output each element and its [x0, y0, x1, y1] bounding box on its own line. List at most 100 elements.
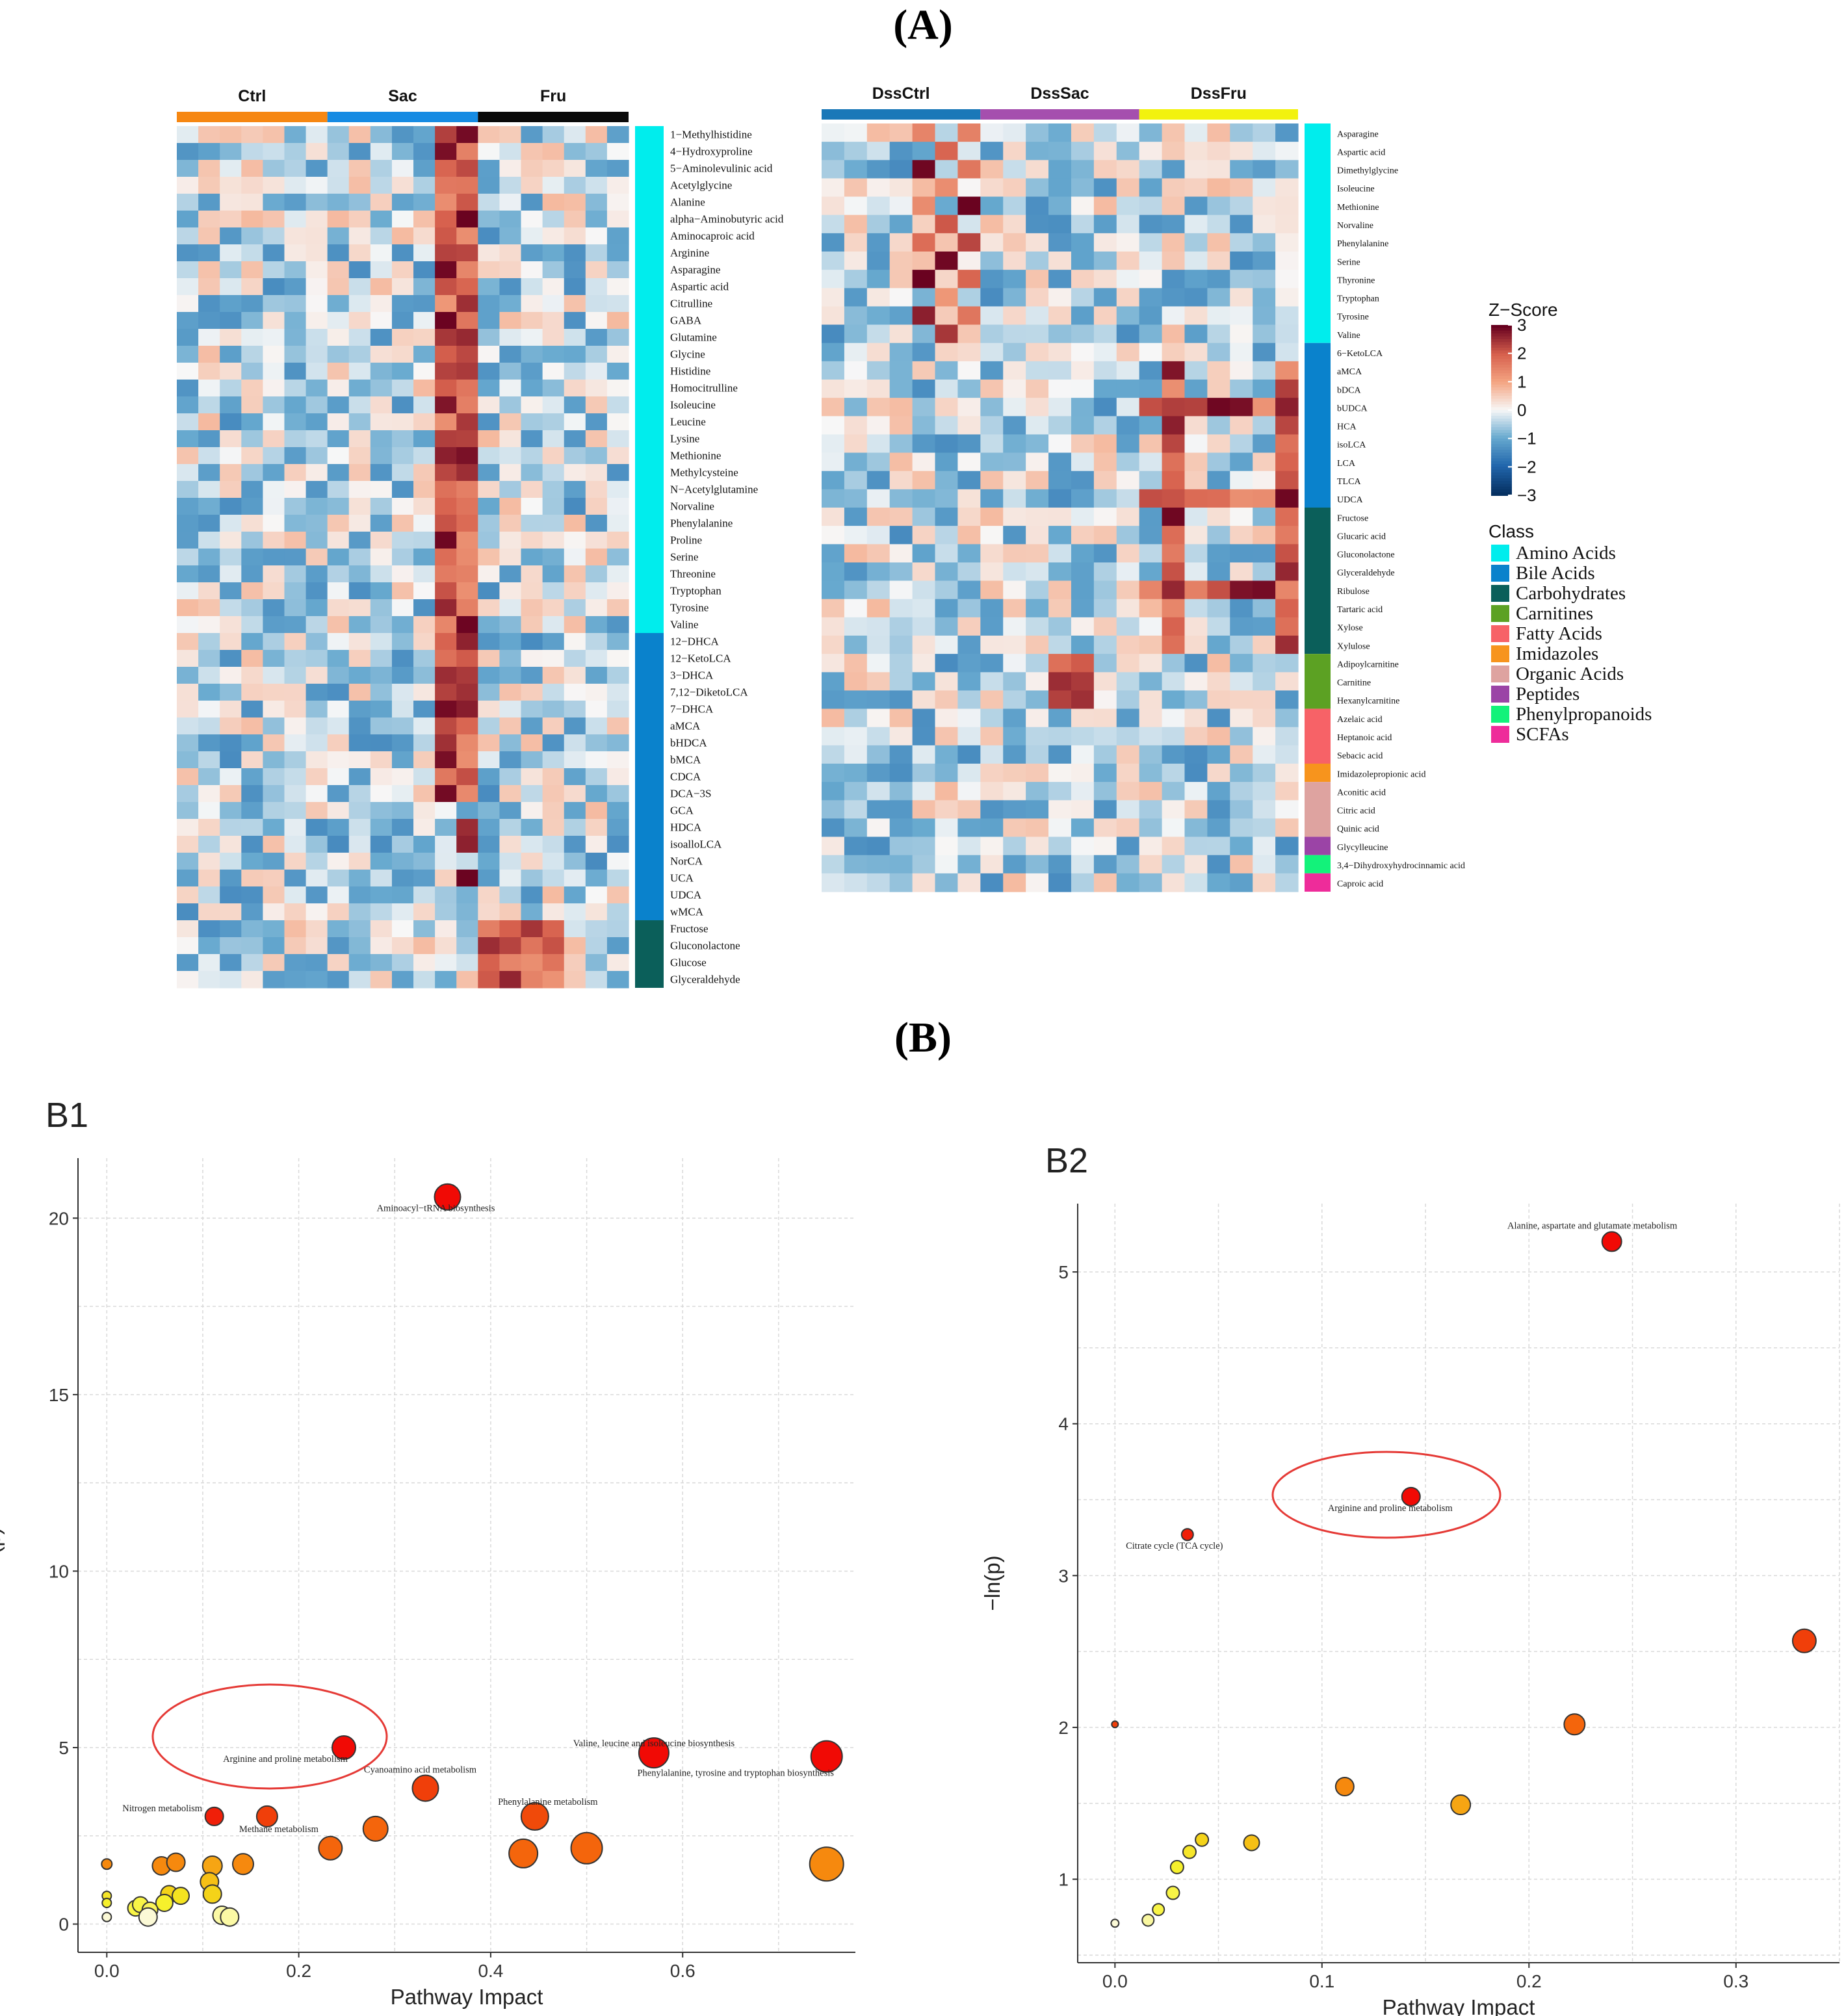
- heatmap-cell: [456, 667, 478, 684]
- heatmap-cell: [912, 599, 936, 618]
- heatmap-cell: [957, 764, 981, 782]
- heatmap-cell: [585, 498, 608, 515]
- heatmap-cell: [263, 160, 285, 177]
- heatmap-cell: [1230, 617, 1253, 636]
- heatmap-cell: [241, 971, 263, 989]
- heatmap-cell: [866, 855, 890, 874]
- heatmap-cell: [564, 802, 586, 820]
- heatmap-cell: [306, 481, 328, 498]
- heatmap-cell: [198, 211, 220, 228]
- heatmap-cell: [220, 126, 242, 144]
- heatmap-cell: [391, 768, 414, 786]
- heatmap-cell: [391, 498, 414, 515]
- heatmap-cell: [1139, 562, 1163, 582]
- class-legend-label: Fatty Acids: [1516, 623, 1602, 644]
- heatmap-cell: [1003, 836, 1026, 856]
- heatmap-cell: [844, 708, 868, 728]
- heatmap-cell: [935, 342, 959, 362]
- heatmap-cell: [177, 667, 199, 684]
- heatmap-cell: [306, 853, 328, 870]
- heatmap-left: Ctrl Sac Fru1−Methylhistidine4−Hydroxyprol…: [177, 87, 784, 989]
- heatmap-cell: [1230, 544, 1253, 563]
- heatmap-cell: [912, 526, 936, 545]
- heatmap-cell: [957, 873, 981, 892]
- heatmap-cell: [1003, 690, 1026, 710]
- heatmap-cell: [177, 565, 199, 583]
- heatmap-cell: [284, 447, 307, 465]
- heatmap-cell: [1071, 782, 1095, 801]
- heatmap-cell: [1207, 416, 1230, 435]
- heatmap-cell: [177, 819, 199, 836]
- colorbar-segment: [1491, 342, 1512, 346]
- heatmap-cell: [889, 233, 913, 252]
- heatmap-cell: [844, 580, 868, 600]
- heatmap-cell: [822, 178, 845, 198]
- heatmap-cell: [912, 544, 936, 563]
- heatmap-cell: [241, 717, 263, 735]
- heatmap-cell: [564, 599, 586, 617]
- class-legend-swatch: [1491, 706, 1509, 723]
- heatmap-cell: [980, 580, 1004, 600]
- y-tick-label: 2: [1058, 1718, 1069, 1738]
- heatmap-cell: [220, 616, 242, 634]
- heatmap-cell: [306, 532, 328, 549]
- heatmap-cell: [327, 346, 350, 363]
- heatmap-cell: [866, 836, 890, 856]
- heatmap-cell: [391, 870, 414, 887]
- heatmap-cell: [957, 782, 981, 801]
- heatmap-cell: [198, 616, 220, 634]
- heatmap-cell: [822, 434, 845, 454]
- heatmap-cell: [606, 667, 629, 684]
- heatmap-cell: [177, 413, 199, 431]
- heatmap-cell: [1275, 836, 1299, 856]
- heatmap-cell: [220, 751, 242, 769]
- heatmap-cell: [866, 489, 890, 508]
- heatmap-cell: [564, 937, 586, 955]
- heatmap-cell: [177, 126, 199, 144]
- heatmap-cell: [1184, 617, 1208, 636]
- heatmap-cell: [177, 515, 199, 532]
- class-legend-swatch: [1491, 585, 1509, 602]
- heatmap-cell: [1184, 270, 1208, 289]
- heatmap-cell: [1116, 873, 1140, 892]
- data-point: [1334, 1777, 1355, 1797]
- heatmap-cell: [1026, 636, 1049, 654]
- class-legend-label: Imidazoles: [1516, 643, 1598, 664]
- heatmap-cell: [1253, 398, 1276, 417]
- class-legend-swatch: [1491, 666, 1509, 682]
- heatmap-cell: [606, 312, 629, 330]
- colorbar-segment: [1491, 344, 1512, 348]
- heatmap-cell: [521, 650, 543, 667]
- heatmap-cell: [413, 363, 436, 380]
- heatmap-cell: [499, 194, 522, 211]
- heatmap-cell: [866, 580, 890, 600]
- heatmap-cell: [220, 177, 242, 194]
- heatmap-cell: [935, 708, 959, 728]
- heatmap-cell: [980, 690, 1004, 710]
- heatmap-cell: [263, 464, 285, 482]
- heatmap-cell: [542, 447, 565, 465]
- heatmap-cell: [564, 413, 586, 431]
- heatmap-cell: [866, 306, 890, 326]
- heatmap-cell: [263, 346, 285, 363]
- heatmap-cell: [1184, 178, 1208, 198]
- heatmap-cell: [1048, 800, 1072, 820]
- heatmap-cell: [1003, 782, 1026, 801]
- heatmap-cell: [413, 532, 436, 549]
- heatmap-cell: [606, 954, 629, 972]
- heatmap-cell: [1093, 214, 1117, 234]
- heatmap-cell: [1026, 160, 1049, 179]
- heatmap-cell: [306, 886, 328, 904]
- heatmap-cell: [1003, 745, 1026, 764]
- heatmap-cell: [1162, 836, 1186, 856]
- heatmap-cell: [1116, 306, 1140, 326]
- row-label: 5−Aminolevulinic acid: [670, 162, 773, 175]
- heatmap-cell: [564, 447, 586, 465]
- heatmap-cell: [935, 599, 959, 618]
- heatmap-cell: [844, 764, 868, 782]
- heatmap-cell: [1275, 471, 1299, 490]
- heatmap-cell: [1093, 434, 1117, 454]
- heatmap-cell: [1253, 361, 1276, 380]
- heatmap-cell: [822, 214, 845, 234]
- heatmap-cell: [263, 768, 285, 786]
